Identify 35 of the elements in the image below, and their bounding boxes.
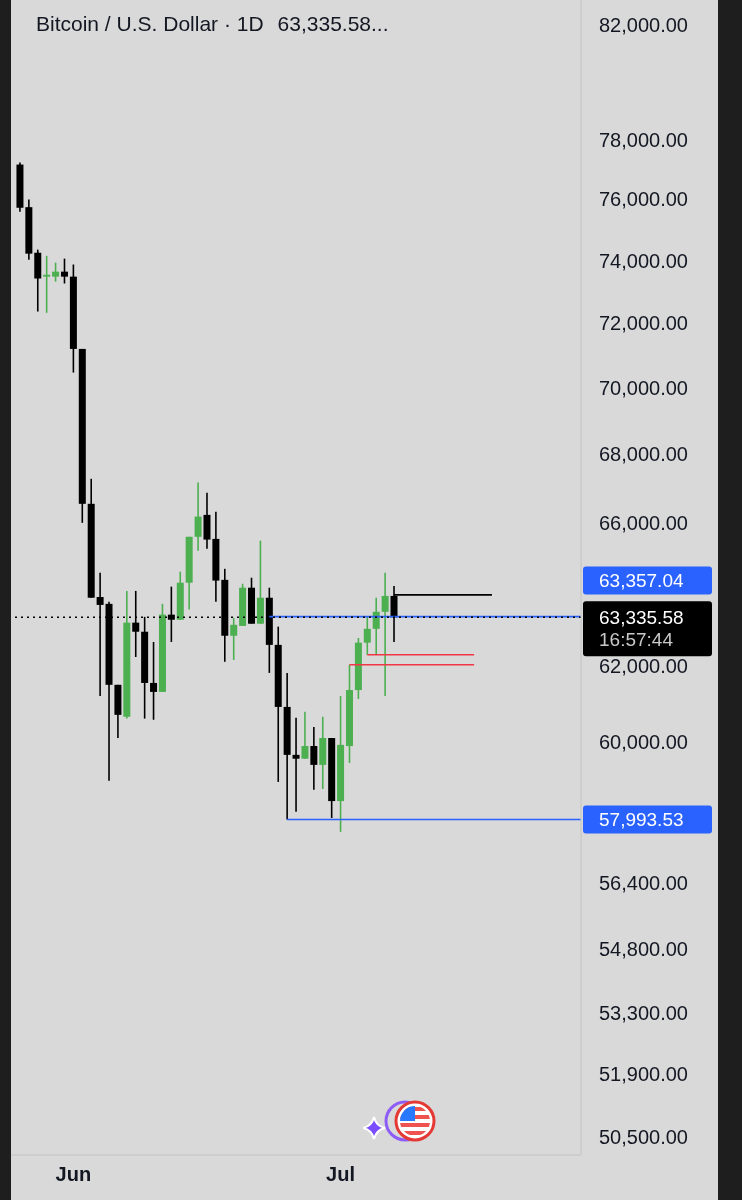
y-tick-label: 51,900.00 [599, 1063, 688, 1086]
candlestick [43, 255, 51, 314]
x-tick-label: Jun [55, 1163, 92, 1186]
y-tick-label: 70,000.00 [599, 377, 688, 400]
text: 16:57:44 [599, 628, 674, 650]
y-tick-label: 53,300.00 [599, 1002, 688, 1025]
candlestick [194, 481, 202, 552]
y-tick-label: 54,800.00 [599, 938, 688, 961]
candlestick [292, 717, 300, 813]
candlestick [372, 596, 380, 656]
text: Bitcoin / U.S. Dollar · 1D [36, 12, 264, 35]
y-tick-label: 60,000.00 [599, 730, 688, 753]
y-tick-label: 68,000.00 [599, 443, 688, 466]
y-tick-label: 66,000.00 [599, 511, 688, 534]
y-tick-label: 78,000.00 [599, 128, 688, 151]
candlestick [301, 711, 309, 760]
data-label: 63,357.04 [599, 570, 684, 592]
text: 63,335.58... [277, 12, 389, 35]
y-tick-label: 82,000.00 [599, 14, 688, 37]
candlestick [60, 257, 68, 285]
ref-line-label: 63,335.58 [599, 606, 684, 628]
data-label: 57,993.53 [599, 808, 684, 830]
y-tick-label: 50,500.00 [599, 1125, 688, 1148]
candlestick [381, 571, 389, 697]
candlestick [310, 726, 318, 791]
y-tick-label: 56,400.00 [599, 872, 688, 895]
y-tick-label: 72,000.00 [599, 312, 688, 335]
y-tick-label: 62,000.00 [599, 655, 688, 678]
y-tick-label: 76,000.00 [599, 188, 688, 211]
x-tick-label: Jul [326, 1163, 355, 1186]
candlestick [150, 641, 158, 721]
y-tick-label: 74,000.00 [599, 249, 688, 272]
candlestick [363, 616, 371, 656]
candlestick [230, 617, 238, 661]
candlestick [52, 261, 60, 283]
